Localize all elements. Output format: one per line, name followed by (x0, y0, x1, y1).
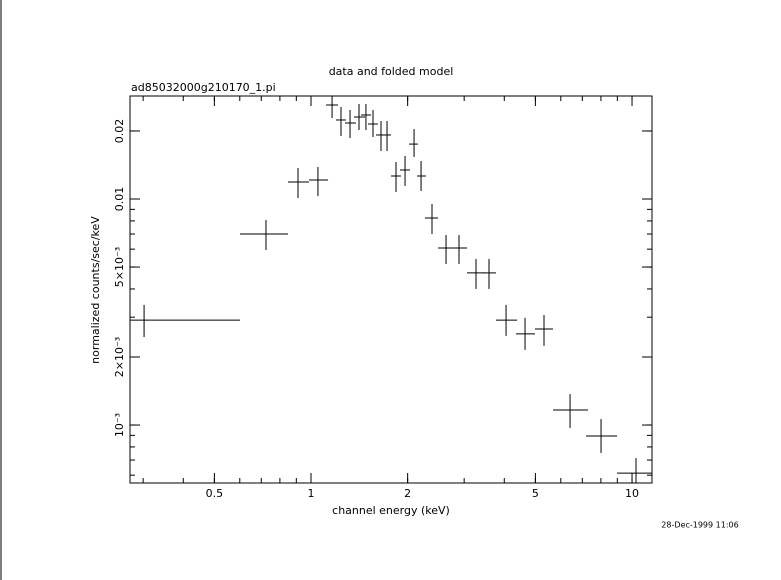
x-tick-label: 0.5 (206, 487, 224, 500)
file-name: ad85032000g210170_1.pi (131, 81, 276, 94)
y-tick-label: 0.01 (113, 187, 126, 212)
timestamp: 28-Dec-1999 11:06 (661, 521, 738, 530)
y-tick-label: 2×10⁻³ (113, 337, 126, 377)
y-axis-label: normalized counts/sec/keV (89, 216, 102, 364)
y-tick-label: 0.02 (113, 119, 126, 144)
x-tick-label: 1 (308, 487, 315, 500)
chart-title: data and folded model (329, 65, 454, 78)
x-tick-label: 5 (532, 487, 539, 500)
x-tick-label: 10 (625, 487, 639, 500)
plot-frame (129, 95, 653, 484)
x-tick-label: 2 (404, 487, 411, 500)
x-axis-label: channel energy (keV) (332, 504, 450, 517)
y-tick-label: 5×10⁻³ (113, 247, 126, 287)
y-tick-label: 10⁻³ (113, 413, 126, 437)
